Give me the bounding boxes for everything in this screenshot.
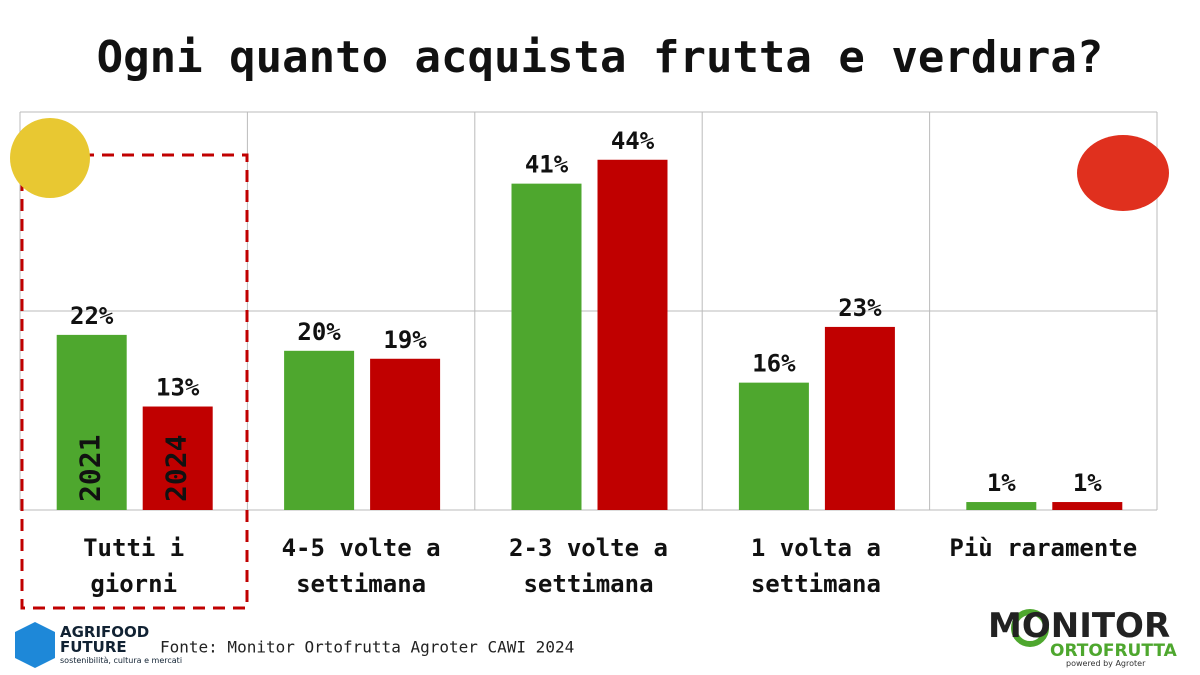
x-tick-label: Più raramente <box>949 534 1138 562</box>
data-label: 20% <box>297 318 341 346</box>
bar <box>966 502 1037 510</box>
highlight-box <box>20 153 249 610</box>
data-label: 44% <box>611 127 655 155</box>
bar <box>824 326 895 510</box>
data-label: 13% <box>156 374 200 402</box>
bar <box>1052 502 1123 510</box>
bar <box>284 350 355 510</box>
bar <box>142 406 213 510</box>
legend-label: 2024 <box>160 435 193 502</box>
x-tick-label: 1 volta a settimana <box>750 534 881 598</box>
data-label: 19% <box>383 326 427 354</box>
bar <box>597 159 668 510</box>
monitor-icon <box>1011 609 1049 647</box>
monitor-line2: ORTOFRUTTA <box>1050 641 1177 661</box>
x-tick-label: Tutti i giorni <box>83 534 185 598</box>
x-tick-label: 2-3 volte a settimana <box>509 534 668 598</box>
data-label: 23% <box>838 294 882 322</box>
monitor-line1: MONITOR <box>988 606 1171 646</box>
bar <box>370 358 441 510</box>
bar <box>56 334 127 510</box>
chart-title: Ogni quanto acquista frutta e verdura? <box>97 32 1104 83</box>
apple-icon <box>10 118 90 198</box>
bar <box>738 382 809 510</box>
bar <box>511 183 582 510</box>
data-label: 1% <box>987 469 1016 497</box>
data-label: 1% <box>1073 469 1102 497</box>
data-label: 16% <box>752 350 796 378</box>
agrifood-line2: FUTURE <box>60 638 127 656</box>
tomato-icon <box>1077 135 1169 211</box>
data-label: 22% <box>70 302 114 330</box>
monitor-tagline: powered by Agroter <box>1066 659 1146 668</box>
data-label: 41% <box>525 151 569 179</box>
legend-label: 2021 <box>74 435 107 502</box>
agrifood-tagline: sostenibilità, cultura e mercati <box>60 656 183 665</box>
agrifood-icon <box>15 622 55 668</box>
source-note: Fonte: Monitor Ortofrutta Agroter CAWI 2… <box>160 638 574 657</box>
agrifood-line1: AGRIFOOD <box>60 623 150 641</box>
x-tick-label: 4-5 volte a settimana <box>281 534 441 598</box>
